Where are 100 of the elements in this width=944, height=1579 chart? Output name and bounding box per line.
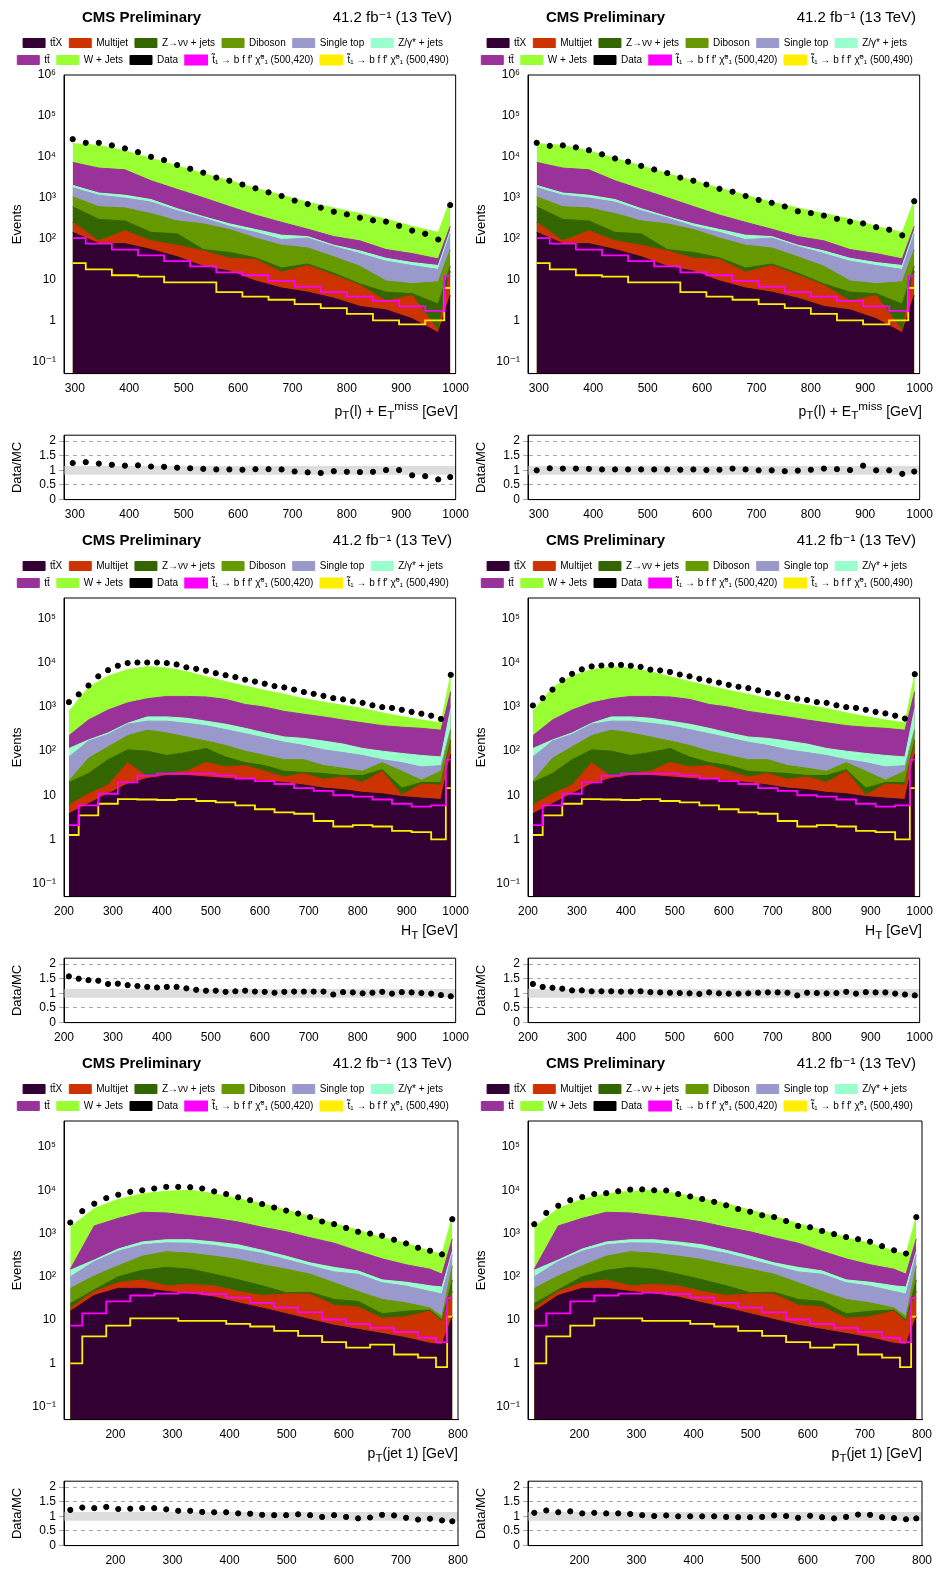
chart-subtitle: 41.2 fb⁻¹ (13 TeV) xyxy=(332,8,452,27)
x-tick-label: 200 xyxy=(569,1427,590,1442)
x-tick-label: 400 xyxy=(615,1030,637,1045)
y-tick-label: 1 xyxy=(513,462,521,477)
y-tick-label: 2 xyxy=(49,1479,57,1494)
legend-label: Multijet xyxy=(560,1082,593,1094)
y-tick-label: 0 xyxy=(513,491,521,506)
chart-title: CMS Preliminary xyxy=(82,531,202,550)
x-tick-label: 300 xyxy=(528,381,550,396)
x-tick-label: 600 xyxy=(228,507,249,522)
y-tick-label: 1.5 xyxy=(503,1494,521,1508)
x-tick-label: 300 xyxy=(102,1030,124,1045)
x-tick-label: 400 xyxy=(583,507,604,522)
legend-label: tt̄X xyxy=(50,1082,63,1094)
legend-label: t̃₁ → b f f' χ̃⁰₁ (500,420) xyxy=(210,576,314,588)
chart-title: CMS Preliminary xyxy=(546,8,666,27)
y-tick-label: 2 xyxy=(513,956,521,971)
x-tick-label: 700 xyxy=(282,381,303,396)
x-tick-label: 400 xyxy=(151,904,173,919)
x-axis-title: p$_{T}$(jet 1) [GeV] xyxy=(366,1445,459,1465)
y-tick-label: 10⁵ xyxy=(501,1139,521,1154)
legend-label: Multijet xyxy=(96,36,129,48)
legend-label: W + Jets xyxy=(83,576,124,588)
y-tick-label: 10⁻¹ xyxy=(496,1398,520,1413)
y-tick-label: 10⁴ xyxy=(501,149,520,164)
legend-label: Z/γ* + jets xyxy=(398,1082,443,1094)
x-axis-title: p$_{T}$(l) + E$_{T}$$^{miss}$ [GeV] xyxy=(333,399,459,422)
x-tick-label: 1000 xyxy=(906,904,934,919)
x-tick-label: 700 xyxy=(854,1427,876,1442)
x-tick-label: 300 xyxy=(64,381,86,396)
x-tick-label: 500 xyxy=(664,904,686,919)
x-tick-label: 800 xyxy=(447,1427,469,1442)
y-tick-label: 10⁻¹ xyxy=(32,1398,56,1413)
x-tick-label: 600 xyxy=(713,904,735,919)
legend-label: Single top xyxy=(783,36,829,48)
y-tick-label: 1 xyxy=(513,985,521,1000)
y-tick-label: 10² xyxy=(38,743,56,758)
x-tick-label: 400 xyxy=(615,904,637,919)
y-tick-label: 1.5 xyxy=(39,448,57,462)
y-tick-label: 10 xyxy=(506,787,521,802)
legend-label: t̃₁ → b f f' χ̃⁰₁ (500,420) xyxy=(210,1099,314,1111)
x-tick-label: 400 xyxy=(583,381,604,396)
y-tick-label: 10² xyxy=(38,1269,56,1284)
legend-label: tt̄X xyxy=(50,36,63,48)
y-tick-label: 1 xyxy=(513,831,521,846)
x-tick-label: 800 xyxy=(347,1030,369,1045)
chart-title: CMS Preliminary xyxy=(546,531,666,550)
x-tick-label: 200 xyxy=(517,904,539,919)
x-tick-label: 600 xyxy=(228,381,249,396)
legend-label: W + Jets xyxy=(547,1099,588,1111)
legend-label: Data xyxy=(621,576,643,588)
x-tick-label: 200 xyxy=(517,1030,539,1045)
legend-label: t̃₁ → b f f' χ̃⁰₁ (500,490) xyxy=(810,576,913,588)
y-tick-label: 0 xyxy=(513,1014,521,1029)
y-tick-label: 1 xyxy=(49,312,57,327)
y-axis-title: Events xyxy=(9,726,25,768)
x-tick-label: 400 xyxy=(219,1427,240,1442)
y-axis-title: Data/MC xyxy=(473,1487,489,1540)
legend-label: Z→νν + jets xyxy=(161,1082,216,1094)
x-tick-label: 500 xyxy=(173,507,194,522)
x-tick-label: 900 xyxy=(860,904,882,919)
x-tick-label: 900 xyxy=(391,507,412,522)
y-tick-label: 1.5 xyxy=(39,971,57,985)
x-tick-label: 700 xyxy=(762,904,784,919)
x-tick-label: 800 xyxy=(336,381,358,396)
x-tick-label: 300 xyxy=(566,1030,588,1045)
legend-label: tt̄ xyxy=(508,576,515,588)
legend-label: t̃₁ → b f f' χ̃⁰₁ (500,490) xyxy=(810,53,913,65)
y-axis-title: Data/MC xyxy=(9,441,25,494)
chart-title: CMS Preliminary xyxy=(82,1054,202,1073)
y-tick-label: 10⁻¹ xyxy=(32,875,56,890)
x-tick-label: 300 xyxy=(102,904,124,919)
x-tick-label: 600 xyxy=(692,381,713,396)
legend-label: Data xyxy=(621,53,643,65)
x-tick-label: 800 xyxy=(800,381,822,396)
y-tick-label: 10² xyxy=(502,230,520,245)
x-tick-label: 700 xyxy=(282,507,303,522)
x-tick-label: 800 xyxy=(447,1553,469,1568)
y-tick-label: 10³ xyxy=(502,1225,520,1240)
x-tick-label: 400 xyxy=(683,1553,704,1568)
x-tick-label: 800 xyxy=(811,1030,833,1045)
x-tick-label: 600 xyxy=(797,1553,819,1568)
x-tick-label: 200 xyxy=(53,904,75,919)
y-tick-label: 10 xyxy=(506,271,521,286)
x-tick-label: 500 xyxy=(276,1553,298,1568)
legend-label: Multijet xyxy=(560,559,593,571)
x-tick-label: 700 xyxy=(746,381,767,396)
legend-label: Z→νν + jets xyxy=(625,36,680,48)
legend-label: tt̄ xyxy=(508,53,515,65)
x-tick-label: 600 xyxy=(333,1427,355,1442)
y-axis-title: Data/MC xyxy=(9,1487,25,1540)
legend-label: t̃₁ → b f f' χ̃⁰₁ (500,420) xyxy=(210,53,314,65)
x-tick-label: 700 xyxy=(390,1553,412,1568)
x-axis-title: H$_{T}$ [GeV] xyxy=(864,922,923,942)
legend-label: Multijet xyxy=(96,1082,129,1094)
legend-label: Data xyxy=(157,53,179,65)
legend-label: t̃₁ → b f f' χ̃⁰₁ (500,420) xyxy=(674,53,778,65)
legend-label: Z/γ* + jets xyxy=(862,36,907,48)
y-tick-label: 1.5 xyxy=(503,448,521,462)
legend-label: Data xyxy=(621,1099,643,1111)
